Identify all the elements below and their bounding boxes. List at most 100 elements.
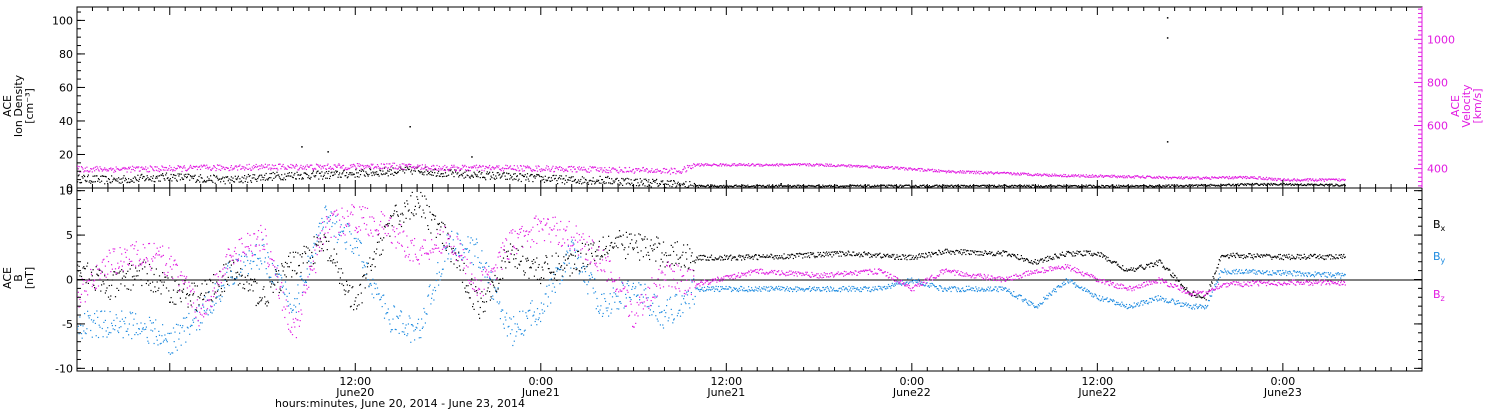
field-point bbox=[972, 251, 975, 253]
density-point bbox=[402, 170, 404, 172]
field-point bbox=[213, 293, 215, 295]
velocity-point bbox=[486, 166, 488, 169]
velocity-point bbox=[343, 168, 345, 171]
density-point bbox=[516, 175, 518, 178]
field-point bbox=[107, 327, 109, 329]
velocity-point bbox=[1004, 172, 1006, 174]
velocity-point bbox=[1019, 174, 1021, 176]
density-point bbox=[1021, 185, 1023, 187]
density-point bbox=[185, 173, 187, 175]
density-point bbox=[829, 186, 832, 188]
field-point bbox=[251, 279, 253, 281]
density-point bbox=[1312, 184, 1314, 186]
velocity-point bbox=[451, 164, 453, 166]
velocity-point bbox=[728, 164, 730, 166]
field-point bbox=[450, 261, 452, 263]
density-point bbox=[635, 178, 637, 180]
velocity-point bbox=[610, 171, 612, 173]
density-point bbox=[865, 185, 867, 188]
velocity-point bbox=[833, 165, 835, 167]
density-point bbox=[1248, 184, 1251, 186]
density-point bbox=[983, 184, 985, 186]
density-point bbox=[944, 186, 946, 188]
density-point bbox=[1185, 184, 1187, 186]
field-point bbox=[819, 253, 821, 255]
density-point bbox=[588, 180, 590, 182]
density-point bbox=[887, 184, 890, 186]
velocity-point bbox=[461, 168, 463, 170]
density-point bbox=[271, 172, 273, 175]
field-point bbox=[419, 205, 421, 207]
density-point bbox=[407, 167, 409, 169]
field-point bbox=[897, 258, 900, 260]
field-point bbox=[609, 245, 611, 247]
velocity-point bbox=[1224, 177, 1226, 179]
density-point bbox=[1040, 185, 1043, 187]
density-point bbox=[184, 176, 186, 178]
velocity-point bbox=[411, 166, 413, 168]
density-point bbox=[1091, 186, 1093, 188]
velocity-point bbox=[1035, 173, 1037, 175]
velocity-point bbox=[1204, 177, 1206, 179]
velocity-point bbox=[387, 167, 389, 169]
velocity-point bbox=[935, 169, 937, 171]
velocity-point bbox=[970, 172, 972, 174]
density-point bbox=[867, 184, 869, 186]
field-point bbox=[556, 279, 558, 281]
field-point bbox=[146, 273, 148, 275]
velocity-point bbox=[125, 168, 127, 170]
density-point bbox=[210, 179, 212, 181]
velocity-point bbox=[330, 168, 332, 171]
density-point bbox=[628, 178, 630, 180]
field-point bbox=[940, 253, 942, 255]
velocity-point bbox=[1009, 173, 1011, 175]
field-point bbox=[891, 253, 893, 256]
density-point bbox=[237, 175, 239, 177]
density-point bbox=[1061, 185, 1063, 188]
velocity-point bbox=[211, 168, 213, 170]
velocity-point bbox=[1326, 179, 1329, 181]
density-point bbox=[758, 184, 760, 186]
density-point bbox=[461, 173, 463, 175]
density-point bbox=[675, 186, 677, 188]
density-point bbox=[379, 169, 381, 171]
velocity-point bbox=[1040, 175, 1043, 177]
field-point bbox=[676, 254, 678, 256]
velocity-point bbox=[1184, 176, 1186, 178]
density-point bbox=[1219, 185, 1221, 187]
density-point bbox=[835, 186, 837, 188]
field-point bbox=[106, 336, 108, 338]
field-point bbox=[223, 264, 225, 266]
field-point bbox=[608, 249, 610, 251]
velocity-point bbox=[254, 167, 256, 169]
density-point bbox=[1074, 185, 1077, 187]
field-point bbox=[1102, 256, 1104, 258]
velocity-point bbox=[309, 164, 311, 166]
density-point bbox=[138, 178, 140, 180]
velocity-point bbox=[520, 165, 522, 167]
velocity-point bbox=[503, 168, 505, 170]
velocity-point bbox=[1216, 177, 1218, 179]
density-point bbox=[457, 172, 459, 174]
velocity-point bbox=[189, 164, 192, 166]
field-point bbox=[830, 251, 832, 253]
field-point bbox=[376, 248, 378, 250]
field-point bbox=[857, 253, 859, 256]
velocity-point bbox=[849, 166, 851, 168]
field-point bbox=[523, 270, 525, 272]
field-point bbox=[504, 261, 506, 263]
field-point bbox=[288, 255, 290, 257]
velocity-point bbox=[266, 166, 268, 168]
velocity-point bbox=[605, 171, 607, 173]
velocity-point bbox=[1139, 176, 1141, 178]
velocity-point bbox=[706, 164, 708, 166]
density-point bbox=[1165, 184, 1167, 186]
velocity-point bbox=[781, 163, 783, 165]
density-point bbox=[417, 170, 420, 172]
field-point bbox=[1040, 258, 1042, 260]
field-point bbox=[841, 251, 843, 253]
density-point bbox=[563, 177, 565, 180]
velocity-point bbox=[1029, 173, 1031, 175]
field-point bbox=[1160, 262, 1162, 264]
velocity-point bbox=[1053, 175, 1055, 177]
